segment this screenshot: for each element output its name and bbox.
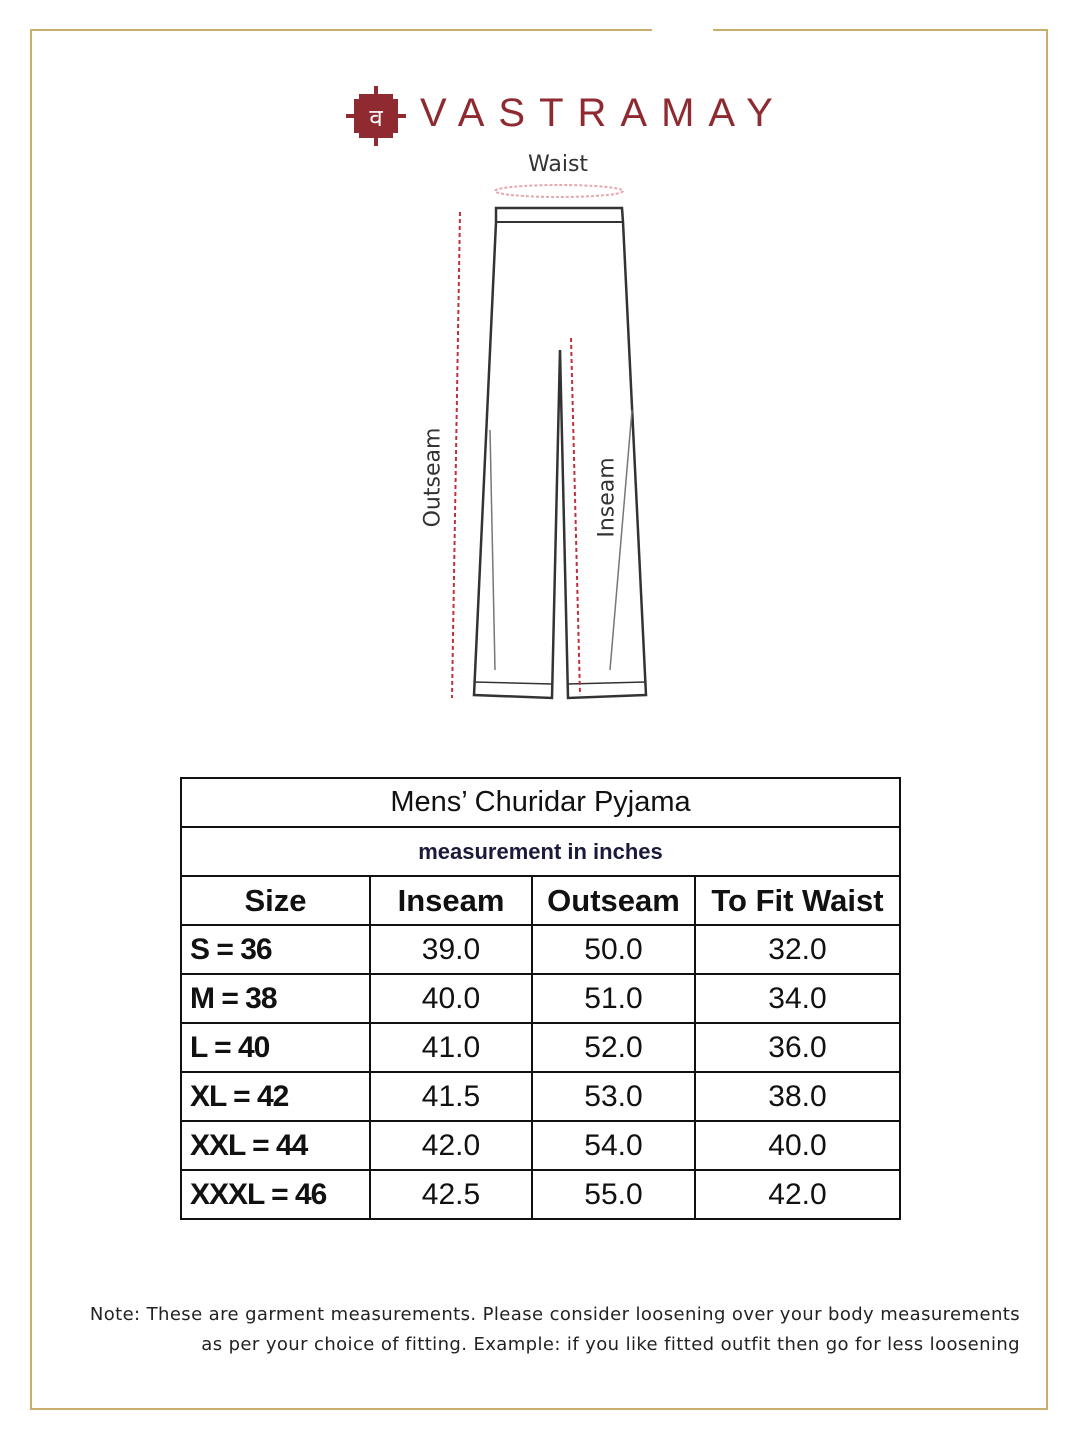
cell-waist: 32.0: [694, 924, 901, 975]
cell-outseam: 52.0: [531, 1022, 696, 1073]
cell-outseam: 53.0: [531, 1071, 696, 1122]
header-outseam: Outseam: [531, 875, 696, 926]
cell-waist: 34.0: [694, 973, 901, 1024]
cell-inseam: 42.0: [369, 1120, 533, 1171]
cell-size: XXXL = 46: [180, 1169, 371, 1220]
cell-inseam: 41.0: [369, 1022, 533, 1073]
cell-inseam: 39.0: [369, 924, 533, 975]
cell-outseam: 54.0: [531, 1120, 696, 1171]
table-subtitle: measurement in inches: [180, 826, 901, 877]
waist-label: Waist: [528, 152, 589, 177]
cell-size: L = 40: [180, 1022, 371, 1073]
cell-outseam: 50.0: [531, 924, 696, 975]
table-row: S = 36 39.0 50.0 32.0: [180, 924, 901, 975]
logo-glyph: व: [369, 104, 383, 132]
note-line-1: Note: These are garment measurements. Pl…: [89, 1304, 1020, 1325]
cell-outseam: 51.0: [531, 973, 696, 1024]
size-chart-table: Mens’ Churidar Pyjama measurement in inc…: [180, 777, 901, 1220]
note: Note: These are garment measurements. Pl…: [40, 1300, 1020, 1360]
cell-size: S = 36: [180, 924, 371, 975]
cell-waist: 38.0: [694, 1071, 901, 1122]
table-row: XXL = 44 42.0 54.0 40.0: [180, 1120, 901, 1171]
cell-outseam: 55.0: [531, 1169, 696, 1220]
cell-waist: 40.0: [694, 1120, 901, 1171]
cell-inseam: 42.5: [369, 1169, 533, 1220]
cell-inseam: 40.0: [369, 973, 533, 1024]
brand-name: VASTRAMAY: [420, 91, 787, 135]
cell-waist: 42.0: [694, 1169, 901, 1220]
cell-size: XL = 42: [180, 1071, 371, 1122]
cell-waist: 36.0: [694, 1022, 901, 1073]
brand-logo-icon: व: [346, 86, 406, 146]
table-row: XXXL = 46 42.5 55.0 42.0: [180, 1169, 901, 1220]
cell-size: M = 38: [180, 973, 371, 1024]
cell-size: XXL = 44: [180, 1120, 371, 1171]
page-frame: [30, 29, 1048, 1410]
table-row: XL = 42 41.5 53.0 38.0: [180, 1071, 901, 1122]
outseam-label: Outseam: [420, 427, 446, 528]
cell-inseam: 41.5: [369, 1071, 533, 1122]
header-waist: To Fit Waist: [694, 875, 901, 926]
pyjama-diagram: Waist Outseam Inseam: [400, 150, 680, 710]
header-inseam: Inseam: [369, 875, 533, 926]
header-size: Size: [180, 875, 371, 926]
inseam-label: Inseam: [594, 457, 620, 538]
pyjama-drawing: [451, 184, 648, 700]
note-line-2: as per your choice of fitting. Example: …: [201, 1334, 1020, 1355]
table-row: L = 40 41.0 52.0 36.0: [180, 1022, 901, 1073]
table-header-row: Size Inseam Outseam To Fit Waist: [180, 875, 901, 926]
table-row: M = 38 40.0 51.0 34.0: [180, 973, 901, 1024]
table-title: Mens’ Churidar Pyjama: [180, 777, 901, 828]
frame-gap: [652, 24, 713, 34]
